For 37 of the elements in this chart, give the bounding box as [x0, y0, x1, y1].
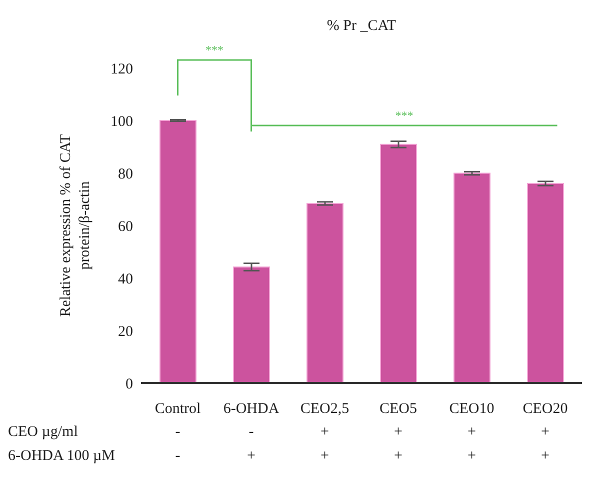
bar [454, 172, 490, 383]
bar [527, 183, 564, 383]
text: CEO µg/ml [8, 424, 78, 440]
y-tick-label: 40 [118, 271, 133, 288]
text: + [394, 424, 402, 440]
y-tick-label: 80 [118, 166, 133, 182]
text: - [248, 424, 254, 440]
bar [160, 120, 196, 383]
text: + [320, 448, 329, 464]
text: - [175, 424, 180, 440]
y-tick-label: 0 [126, 376, 133, 392]
text: + [468, 424, 476, 440]
x-tick-label: 6-OHDA [223, 401, 280, 417]
x-tick-label: CEO10 [449, 401, 494, 417]
text: 6-OHDA 100 µM [8, 448, 115, 464]
text: + [394, 448, 402, 464]
x-tick-label: CEO2,5 [300, 401, 350, 417]
bar [233, 266, 270, 383]
y-tick-label: 120 [110, 61, 133, 78]
chart-title: % Pr _CAT [326, 18, 396, 34]
text: - [175, 448, 180, 464]
text: + [468, 448, 476, 464]
x-tick-label: CEO5 [380, 401, 417, 417]
y-tick-label: 100 [110, 114, 133, 130]
y-tick-label: 20 [118, 324, 133, 340]
bar [306, 202, 344, 383]
text: + [247, 448, 256, 464]
text: + [541, 448, 550, 464]
annotation: *** [395, 108, 414, 122]
y-tick-label: 60 [118, 218, 133, 235]
text: *** [206, 43, 224, 57]
text: + [320, 424, 329, 440]
x-tick-label: CEO20 [522, 401, 568, 417]
bar [380, 144, 417, 383]
y-axis-title: Relative expression % of CAT protein/β-actin [58, 134, 93, 317]
text: + [541, 424, 550, 440]
x-tick-label: Control [154, 401, 201, 417]
